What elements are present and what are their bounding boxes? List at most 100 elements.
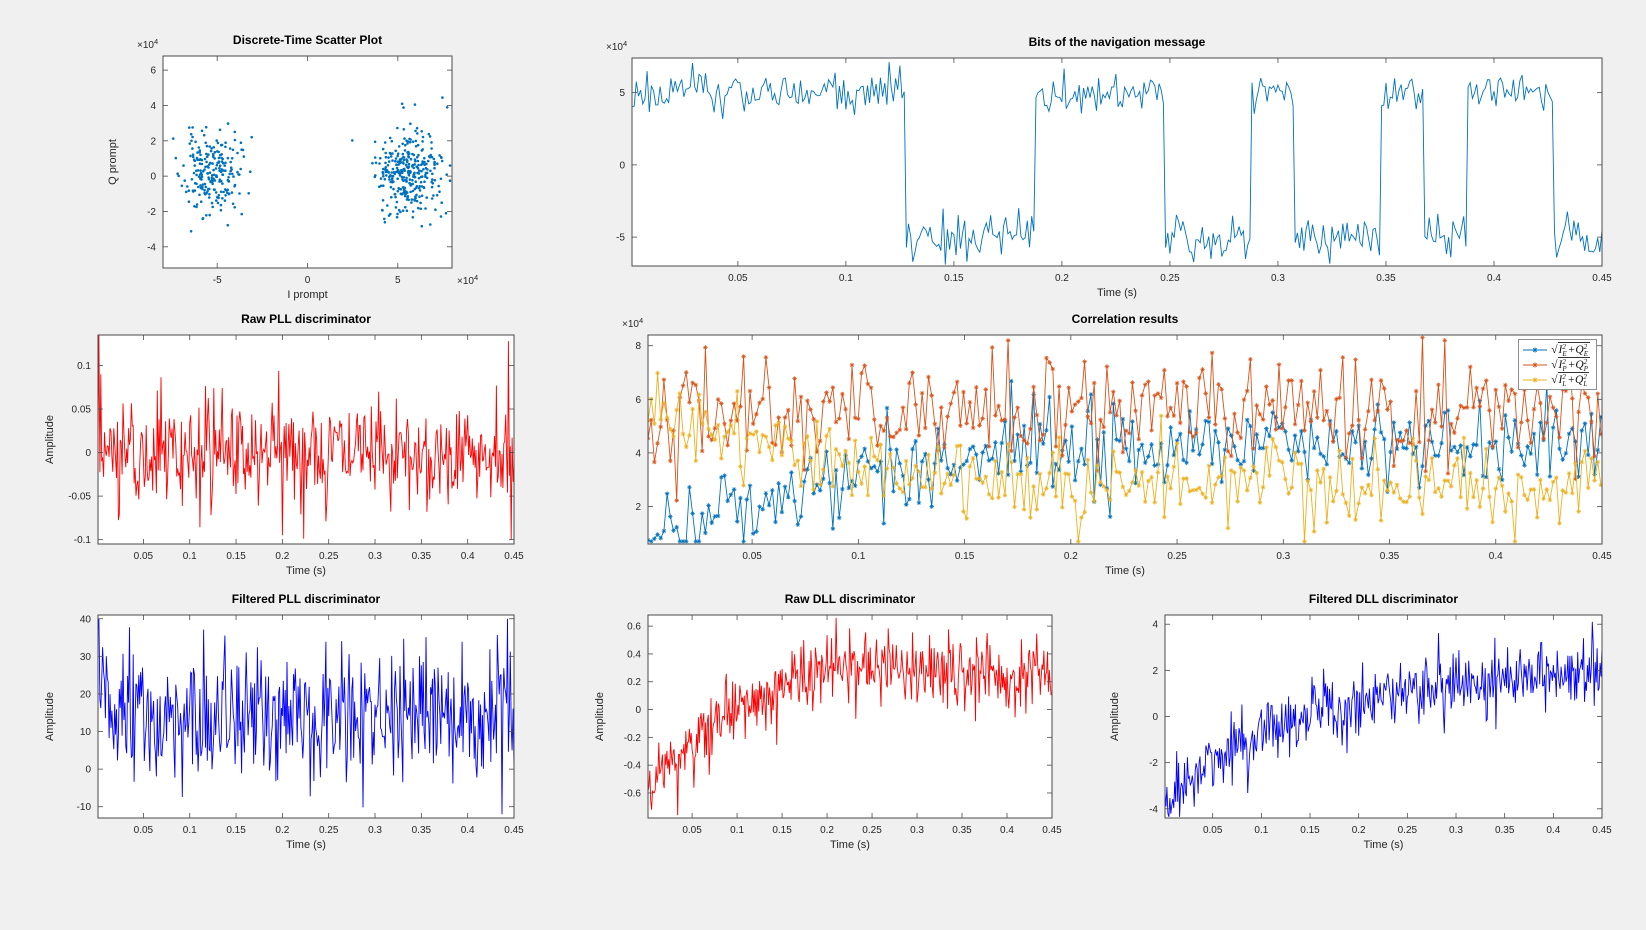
series-filtered-dll	[1165, 621, 1602, 817]
y-tick-label: 0	[635, 705, 641, 716]
bits-of-the-navigation-message-svg: 0.05 0.1 0.15 0.2 0.25 0.3 0.35 0.4 0.45 -5 0 5 Bits…	[606, 35, 1612, 299]
x-axis-label: I prompt	[287, 289, 327, 301]
x-tick-label: 0.45	[1592, 273, 1612, 284]
x-tick-label: 0.2	[1064, 551, 1078, 562]
x-tick-label: 0.45	[1592, 551, 1612, 562]
y-tick-label: 8	[635, 341, 641, 352]
plot-area	[98, 335, 514, 544]
x-tick-label: 0.4	[1487, 273, 1501, 284]
x-tick-label: 0.05	[728, 273, 748, 284]
x-tick-label: 0.25	[319, 551, 339, 562]
y-tick-label: 0	[85, 448, 91, 459]
x-tick-label: 0.35	[412, 825, 432, 836]
x-tick-label: 0.2	[1055, 273, 1069, 284]
x-tick-label: 0.35	[952, 825, 972, 836]
x-tick-label: 0.45	[1592, 825, 1612, 836]
legend-line-sample	[1523, 361, 1548, 368]
y-tick-label: 30	[80, 652, 92, 663]
y-tick-label: -2	[147, 207, 156, 218]
filtered-pll-discriminator-svg: 0.05 0.1 0.15 0.2 0.25 0.3 0.35 0.4 0.45 -10 0 10 20…	[44, 592, 524, 851]
axes-box	[631, 57, 1603, 267]
legend-entry: √ I 2 L +Q 2 L	[1522, 371, 1590, 388]
chart-title: Discrete-Time Scatter Plot	[233, 33, 382, 47]
y-tick-label: -0.6	[624, 788, 642, 799]
series-late-correlator-markers	[648, 370, 1602, 544]
y-tick-label: 0	[85, 765, 91, 776]
discrete-time-scatter-plot-svg: -5 0 5 -4 -2 0 2 4 6 Discrete-Time Scatter Plot I …	[107, 33, 478, 301]
x-axis-label: Time (s)	[1097, 287, 1137, 299]
chart-title: Raw DLL discriminator	[785, 592, 916, 606]
chart-raw-dll-discriminator: 0.05 0.1 0.15 0.2 0.25 0.3 0.35 0.4 0.45 -0.6 -0.4…	[590, 578, 1070, 873]
x-tick-label: 0.4	[461, 825, 475, 836]
y-axis-label: Amplitude	[44, 415, 56, 464]
x-axis-label: Time (s)	[1105, 565, 1145, 577]
x-tick-label: 0.4	[1546, 825, 1560, 836]
x-tick-label: 0.1	[730, 825, 744, 836]
axes-box	[647, 614, 1053, 819]
series-prompt-correlator	[648, 337, 1602, 501]
y-tick-label: 2	[635, 502, 641, 513]
axes-box	[647, 334, 1603, 545]
chart-filtered-pll-discriminator: 0.05 0.1 0.15 0.2 0.25 0.3 0.35 0.4 0.45 -10 0 10 20…	[40, 578, 532, 873]
series-early-correlator-markers	[648, 378, 1602, 544]
x-tick-label: 0.4	[461, 551, 475, 562]
x-tick-label: 0.15	[226, 551, 246, 562]
x-tick-label: 0.45	[504, 551, 524, 562]
legend-line-sample	[1523, 376, 1548, 383]
y-tick-label: 4	[635, 448, 641, 459]
x-tick-label: 0.05	[134, 551, 154, 562]
y-tick-label: 0	[619, 160, 625, 171]
y-tick-label: -0.4	[624, 761, 642, 772]
series-raw-dll	[648, 617, 1052, 816]
x-tick-label: -5	[213, 275, 222, 286]
series-prompt-correlator-markers	[648, 335, 1602, 503]
y-tick-label: 20	[80, 689, 92, 700]
x-tick-label: 0.2	[275, 825, 289, 836]
x-tick-label: 0.35	[1495, 825, 1515, 836]
legend-entry: √ I 2 E +Q 2 E	[1522, 341, 1590, 358]
x-tick-label: 0.3	[1276, 551, 1290, 562]
axis-offset-label: ×104	[457, 273, 478, 287]
chart-title: Filtered DLL discriminator	[1309, 592, 1458, 606]
y-tick-label: 4	[150, 101, 156, 112]
series-raw-pll	[98, 335, 514, 540]
y-axis-label: Amplitude	[1109, 692, 1121, 741]
x-tick-label: 0.15	[1300, 825, 1320, 836]
chart-title: Raw PLL discriminator	[241, 312, 371, 326]
x-axis-label: Time (s)	[830, 839, 870, 851]
y-axis-label: Q prompt	[107, 139, 119, 185]
x-tick-label: 0.1	[183, 825, 197, 836]
y-tick-label: -5	[616, 233, 625, 244]
x-tick-label: 0.1	[851, 551, 865, 562]
x-axis-label: Time (s)	[1364, 839, 1404, 851]
y-tick-label: -2	[1149, 758, 1158, 769]
y-tick-label: -10	[77, 802, 92, 813]
y-axis-label: Amplitude	[44, 692, 56, 741]
x-axis-label: Time (s)	[286, 565, 326, 577]
raw-dll-discriminator-svg: 0.05 0.1 0.15 0.2 0.25 0.3 0.35 0.4 0.45 -0.6 -0.4…	[594, 592, 1062, 851]
x-tick-label: 0.1	[839, 273, 853, 284]
axis-offset-label: ×104	[137, 37, 158, 51]
x-tick-label: 0.3	[1449, 825, 1463, 836]
x-tick-label: 0.05	[134, 825, 154, 836]
filtered-dll-discriminator-svg: 0.05 0.1 0.15 0.2 0.25 0.3 0.35 0.4 0.45 -4 -2 0 2 4 F…	[1109, 592, 1612, 851]
series-filtered-pll	[98, 618, 514, 815]
correlation-results-svg: 0.05 0.1 0.15 0.2 0.25 0.3 0.35 0.4 0.45 2 4 6 8 Corr…	[622, 312, 1612, 577]
x-tick-label: 0.1	[1254, 825, 1268, 836]
x-tick-label: 0.25	[1398, 825, 1418, 836]
y-axis-label: Amplitude	[594, 692, 606, 741]
y-tick-label: -0.2	[624, 733, 642, 744]
x-tick-label: 0.15	[955, 551, 975, 562]
x-tick-label: 0.25	[862, 825, 882, 836]
x-tick-label: 0.45	[1042, 825, 1062, 836]
x-tick-label: 0.1	[183, 551, 197, 562]
x-tick-label: 0.35	[1376, 273, 1396, 284]
x-tick-label: 0.15	[944, 273, 964, 284]
x-tick-label: 0.45	[504, 825, 524, 836]
y-tick-label: 40	[80, 614, 92, 625]
x-tick-label: 0.3	[368, 825, 382, 836]
x-tick-label: 0.2	[820, 825, 834, 836]
series-late-correlator	[648, 373, 1602, 542]
chart-filtered-dll-discriminator: 0.05 0.1 0.15 0.2 0.25 0.3 0.35 0.4 0.45 -4 -2 0 2 4 F…	[1105, 578, 1620, 873]
